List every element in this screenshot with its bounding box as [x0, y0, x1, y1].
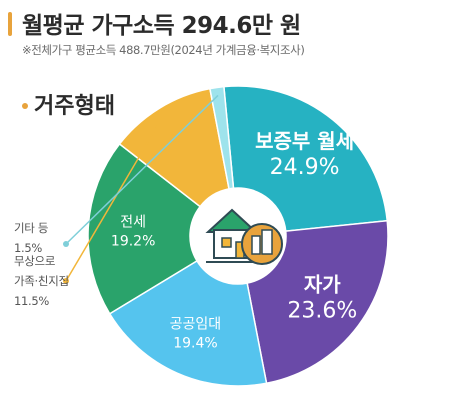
leader-dot	[63, 241, 69, 247]
external-label-line: 11.5%	[14, 294, 50, 308]
slice-label: 19.2%	[111, 233, 155, 249]
slice-label: 23.6%	[287, 299, 357, 324]
slice-label: 전세	[120, 214, 146, 230]
source-note: ※전체가구 평균소득 488.7만원(2024년 가계금융·복지조사)	[22, 43, 305, 57]
slice-label: 자가	[304, 273, 341, 297]
section-bullet	[22, 103, 28, 109]
slice-label: 보증부 월세	[255, 129, 354, 153]
slice-label: 19.4%	[173, 335, 217, 351]
leader-dot	[63, 278, 69, 284]
section-title: 거주형태	[34, 94, 115, 119]
leader-line	[65, 94, 219, 245]
house-building-icon	[190, 188, 286, 284]
slice-label: 공공임대	[170, 316, 222, 332]
external-slice-label: 기타 등 1.5%	[14, 218, 49, 258]
external-label-line: 1.5%	[14, 241, 43, 255]
page-title: 월평균 가구소득 294.6만 원	[22, 13, 301, 39]
external-label-line: 기타 등	[14, 221, 49, 235]
title-accent-bar	[8, 12, 12, 36]
house-window	[221, 237, 232, 248]
external-label-line: 무상으로	[14, 254, 56, 268]
building-left	[251, 235, 261, 255]
building-right	[261, 229, 273, 255]
leader-line	[65, 114, 165, 282]
slice-label: 24.9%	[270, 155, 340, 180]
external-label-line: 가족·친지집	[14, 274, 69, 288]
